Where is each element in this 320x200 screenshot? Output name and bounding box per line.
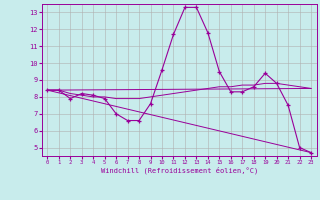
X-axis label: Windchill (Refroidissement éolien,°C): Windchill (Refroidissement éolien,°C) (100, 167, 258, 174)
